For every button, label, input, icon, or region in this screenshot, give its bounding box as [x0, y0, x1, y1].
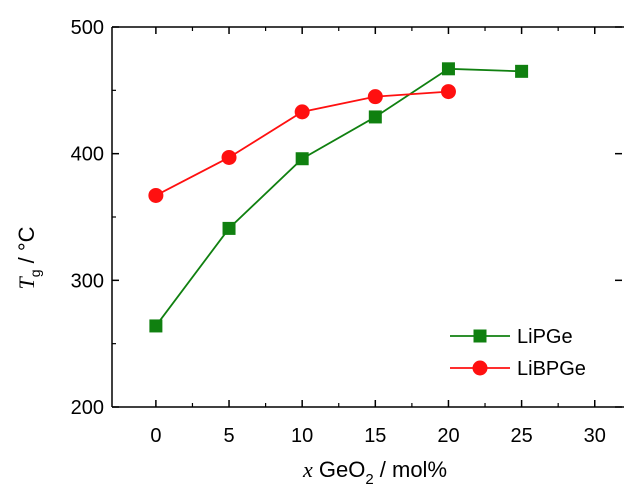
- data-point-circle: [221, 149, 237, 165]
- legend-item-libpge: LiBPGe: [450, 358, 586, 380]
- data-point-square: [149, 319, 163, 333]
- legend-marker-square: [473, 329, 487, 343]
- y-axis-subscript: g: [27, 269, 43, 277]
- data-point-square: [368, 110, 382, 124]
- x-tick-label: 15: [364, 425, 386, 447]
- y-tick-label: 500: [71, 17, 104, 39]
- y-axis-title: Tg / °C: [14, 226, 43, 289]
- plot-frame: [111, 26, 624, 408]
- legend-label: LiPGe: [517, 326, 573, 348]
- legend: LiPGe LiBPGe: [450, 326, 586, 380]
- x-tick-label: 5: [223, 425, 234, 447]
- data-point-circle: [148, 187, 164, 203]
- y-axis-unit: / °C: [14, 226, 39, 269]
- data-point-circle: [367, 89, 383, 105]
- data-point-square: [222, 221, 236, 235]
- data-point-circle: [440, 84, 456, 100]
- x-axis-compound: GeO: [313, 457, 366, 482]
- series-layer: [148, 62, 529, 333]
- x-axis-subscript: 2: [365, 471, 373, 488]
- y-tick-label: 200: [71, 397, 104, 419]
- axis-ticks: 0 5 10 15 20 25 30 200 300 400 500: [71, 17, 622, 447]
- series-lipge: [149, 62, 529, 333]
- legend-marker-circle: [472, 360, 488, 376]
- x-axis-unit: / mol%: [374, 457, 447, 482]
- x-axis-variable: x: [302, 457, 313, 482]
- y-tick-label: 300: [71, 270, 104, 292]
- series-line-lipge: [155, 67, 522, 327]
- y-tick-label: 400: [71, 144, 104, 166]
- data-point-square: [295, 152, 309, 166]
- legend-item-lipge: LiPGe: [450, 326, 573, 348]
- legend-label: LiBPGe: [517, 358, 586, 380]
- data-point-square: [515, 64, 529, 78]
- data-point-square: [441, 62, 455, 76]
- x-tick-label: 30: [584, 425, 606, 447]
- x-tick-label: 10: [291, 425, 313, 447]
- series-libpge: [148, 84, 456, 203]
- x-axis-title: x GeO2 / mol%: [302, 457, 447, 488]
- x-tick-label: 25: [510, 425, 532, 447]
- x-tick-label: 0: [150, 425, 161, 447]
- x-tick-label: 20: [437, 425, 459, 447]
- y-axis-variable: T: [14, 276, 39, 290]
- data-point-circle: [294, 104, 310, 120]
